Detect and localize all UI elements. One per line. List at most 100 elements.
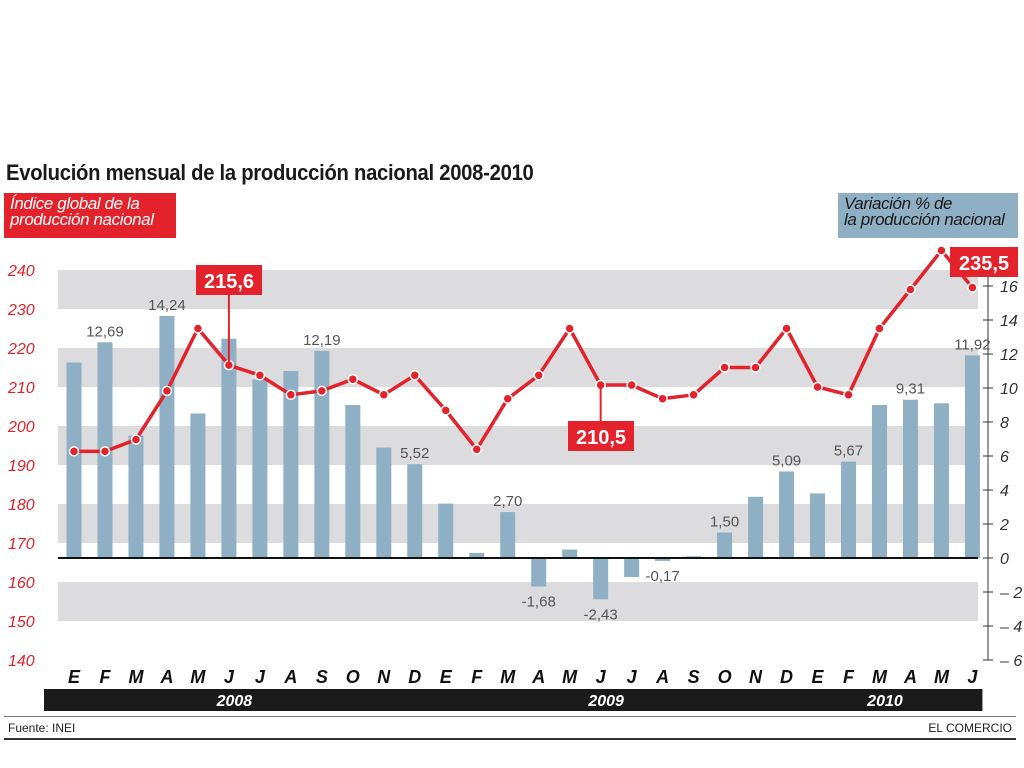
left-tick-label: 140 [8, 653, 35, 670]
line-point [99, 446, 111, 457]
grid-band [58, 582, 978, 621]
bar-value-label: 14,24 [148, 297, 186, 314]
month-label: O [718, 667, 732, 687]
right-tick-label: 0 [1000, 551, 1009, 568]
month-label: A [655, 667, 669, 687]
callout-box [950, 247, 1018, 277]
month-label: D [780, 667, 793, 687]
line-point [130, 434, 142, 445]
line-point [378, 389, 390, 401]
left-tick-label: 190 [8, 458, 35, 475]
month-label: J [255, 667, 266, 687]
month-label: J [627, 667, 638, 687]
bar [221, 338, 237, 558]
bar-value-label: 9,31 [896, 381, 925, 398]
line-point [905, 284, 916, 295]
month-label: A [531, 667, 545, 687]
month-label: M [934, 667, 950, 687]
line-point [936, 245, 947, 256]
bar [66, 362, 82, 558]
month-label: N [749, 667, 763, 687]
bar [128, 435, 144, 558]
line-point [68, 446, 80, 457]
line-point [254, 370, 266, 381]
right-tick-label: 12 [1000, 347, 1018, 364]
bar [190, 413, 206, 558]
month-label: D [408, 667, 421, 687]
right-tick-label: – 2 [999, 585, 1022, 602]
bar [283, 371, 299, 558]
month-label: E [440, 667, 453, 687]
footer-divider [4, 716, 1016, 717]
month-label: A [903, 667, 917, 687]
left-axis-label: Índice global de la producción nacional [4, 193, 176, 238]
line-point [471, 444, 482, 455]
line-point [843, 389, 854, 401]
left-tick-label: 220 [7, 341, 35, 358]
bar [933, 403, 949, 558]
right-tick-label: 8 [1000, 415, 1009, 432]
bar [376, 447, 392, 558]
line-point [285, 389, 297, 401]
bar [810, 493, 826, 558]
grid-band [58, 426, 978, 465]
left-tick-label: 200 [7, 419, 35, 436]
month-label: F [843, 667, 855, 687]
month-label: M [190, 667, 206, 687]
bar-value-label: 12,19 [303, 332, 341, 349]
grid-band [58, 348, 978, 387]
bar [655, 558, 671, 561]
bar [902, 399, 918, 558]
line-point [781, 323, 792, 334]
bar [252, 379, 268, 558]
bar [345, 405, 361, 558]
index-line [74, 248, 974, 454]
bar [779, 471, 795, 558]
month-label: A [283, 667, 297, 687]
credit-note: EL COMERCIO [928, 721, 1012, 735]
bar [562, 549, 578, 558]
line-point [440, 405, 452, 416]
line-point [316, 385, 328, 397]
month-label: S [316, 667, 328, 687]
right-tick-label: – 6 [999, 653, 1022, 670]
month-label: M [128, 667, 144, 687]
right-tick-label: 2 [999, 517, 1009, 534]
left-tick-label: 170 [8, 536, 35, 553]
bar [159, 315, 175, 558]
bar-value-label: 5,09 [772, 452, 801, 469]
year-label: 2010 [866, 693, 903, 710]
month-label: M [562, 667, 578, 687]
month-label: J [596, 667, 607, 687]
chart-title: Evolución mensual de la producción nacio… [6, 160, 534, 185]
year-bar [787, 689, 983, 711]
source-note: Fuente: INEI [8, 721, 76, 735]
bar [500, 512, 516, 558]
bar-value-label: -1,68 [522, 594, 556, 611]
month-label: S [688, 667, 700, 687]
month-label: J [967, 667, 978, 687]
left-tick-label: 210 [7, 380, 35, 397]
callout-box [568, 421, 634, 451]
line-point [874, 323, 885, 334]
bar-value-label: 1,50 [710, 514, 739, 531]
line-point [657, 393, 668, 404]
callout-label: 210,5 [576, 427, 626, 449]
month-label: M [500, 667, 516, 687]
right-tick-label: 6 [1000, 449, 1009, 466]
bar-value-label: 5,67 [834, 443, 863, 460]
bar-value-label: 2,70 [493, 493, 522, 510]
month-label: F [99, 667, 111, 687]
month-label: E [68, 667, 81, 687]
left-tick-label: 240 [7, 263, 35, 280]
bar [964, 355, 980, 558]
bar [469, 552, 485, 558]
line-point [812, 381, 823, 393]
line-point [564, 323, 575, 334]
callout-label: 215,6 [204, 271, 254, 293]
bar-value-label: 5,52 [400, 445, 429, 462]
left-axis-label-line-1: Índice global de la [10, 194, 140, 213]
bar [624, 558, 640, 578]
bar [841, 461, 856, 558]
